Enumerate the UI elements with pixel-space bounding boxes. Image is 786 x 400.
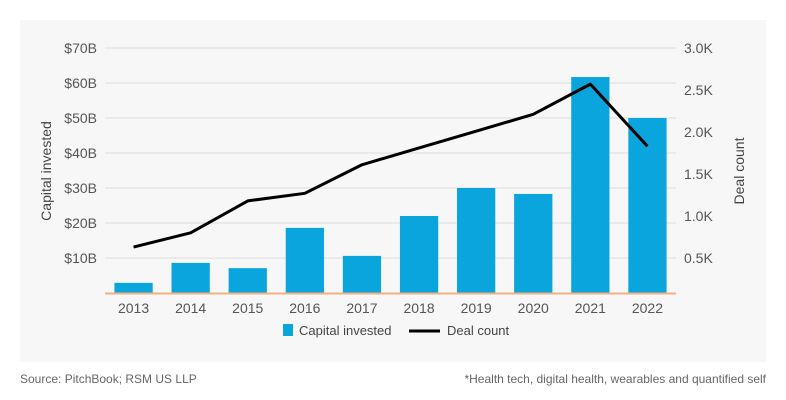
y-tick-label: $50B [64,110,97,126]
bar-2019 [457,188,496,293]
y2-tick-label: 2.0K [684,124,713,140]
y-tick-label: $70B [64,40,97,56]
y2-tick-label: 3.0K [684,40,713,56]
deal-count-line [133,82,649,249]
bar-2016 [285,227,324,293]
y-tick-label: $20B [64,215,97,231]
legend-label-deal: Deal count [447,323,510,338]
y-tick-label: $10B [64,250,97,266]
x-tick-label: 2016 [289,300,320,316]
x-tick-label: 2022 [632,300,663,316]
x-tick-label: 2013 [118,300,149,316]
y-tick-label: $60B [64,75,97,91]
bar-2021 [571,77,610,293]
y-tick-label: $30B [64,180,97,196]
source-note: Source: PitchBook; RSM US LLP [20,372,197,386]
y2-tick-label: 2.5K [684,82,713,98]
bar-2013 [114,282,153,293]
x-tick-label: 2014 [175,300,206,316]
y2-tick-label: 1.5K [684,166,713,182]
x-tick-label: 2018 [403,300,434,316]
x-tick-label: 2020 [518,300,549,316]
legend-swatch-capital [283,324,293,336]
x-tick-label: 2015 [232,300,263,316]
footnote: *Health tech, digital health, wearables … [464,372,766,386]
legend-label-capital: Capital invested [299,323,392,338]
x-tick-label: 2021 [575,300,606,316]
bar-2020 [514,193,553,293]
y2-tick-label: 0.5K [684,250,713,266]
y-tick-label: $40B [64,145,97,161]
bar-2017 [342,255,382,293]
bar-2014 [171,262,210,293]
bar-2015 [228,268,267,293]
y2-tick-label: 1.0K [684,208,713,224]
x-tick-label: 2017 [346,300,377,316]
y2-axis-title: Deal count [731,137,747,204]
x-tick-label: 2019 [461,300,492,316]
y-axis-title: Capital invested [38,121,54,221]
bar-2022 [628,118,667,293]
bar-2018 [399,216,439,293]
legend: Capital invested Deal count [283,323,510,338]
